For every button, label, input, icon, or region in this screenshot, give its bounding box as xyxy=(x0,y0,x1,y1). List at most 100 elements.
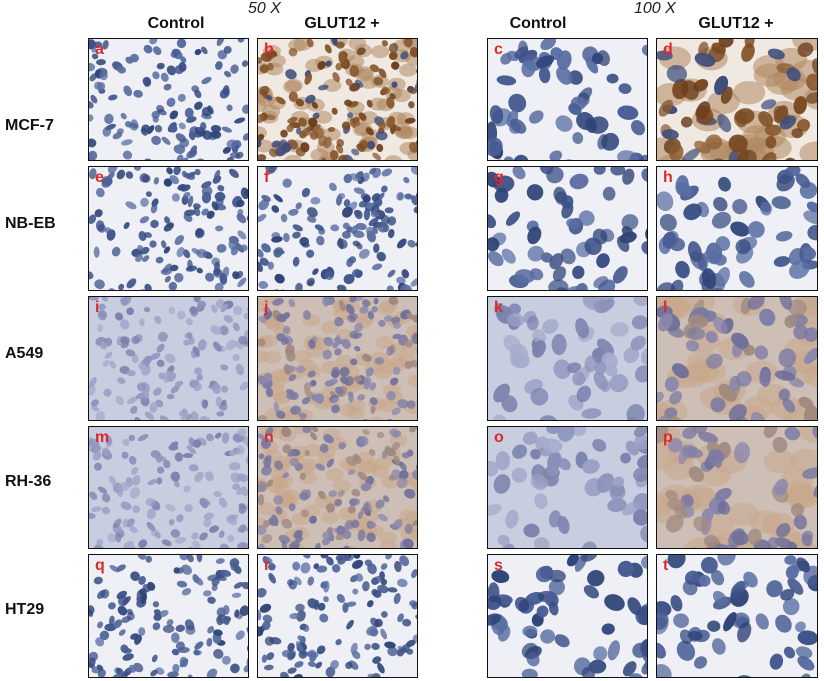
nucleus-mark xyxy=(261,243,271,253)
nucleus-mark xyxy=(713,196,728,212)
nucleus-mark xyxy=(298,412,307,419)
nucleus-mark xyxy=(138,539,148,548)
panel-letter: p xyxy=(663,429,673,446)
nucleus-mark xyxy=(122,518,128,528)
nucleus-mark xyxy=(278,534,290,544)
nucleus-mark xyxy=(285,69,297,80)
nucleus-mark xyxy=(359,306,369,314)
nucleus-mark xyxy=(750,411,765,420)
cytoplasm-mark xyxy=(284,78,303,92)
nucleus-mark xyxy=(121,616,131,623)
nucleus-mark xyxy=(104,227,112,234)
nucleus-mark xyxy=(292,231,301,239)
tissue-image xyxy=(89,39,248,160)
nucleus-mark xyxy=(609,374,629,393)
micrograph-panel-a: a xyxy=(88,38,249,161)
nucleus-mark xyxy=(783,646,796,659)
nucleus-mark xyxy=(532,340,546,358)
nucleus-mark xyxy=(173,167,181,176)
nucleus-mark xyxy=(258,140,262,148)
nucleus-mark xyxy=(102,40,109,50)
nucleus-mark xyxy=(375,499,385,509)
nucleus-mark xyxy=(105,435,112,445)
nucleus-mark xyxy=(323,434,334,444)
nucleus-mark xyxy=(803,210,817,225)
nucleus-mark xyxy=(95,187,105,198)
nucleus-mark xyxy=(488,504,502,516)
nucleus-mark xyxy=(694,140,711,154)
nucleus-mark xyxy=(766,581,783,598)
nucleus-mark xyxy=(343,173,353,184)
nucleus-mark xyxy=(258,609,262,621)
nucleus-mark xyxy=(617,105,639,120)
nucleus-mark xyxy=(103,388,112,397)
nucleus-mark xyxy=(350,642,358,655)
nucleus-mark xyxy=(368,448,376,456)
nucleus-mark xyxy=(561,195,574,209)
nucleus-mark xyxy=(591,52,604,65)
nucleus-mark xyxy=(377,662,385,674)
nucleus-mark xyxy=(89,39,97,50)
nucleus-mark xyxy=(657,313,673,332)
nucleus-mark xyxy=(173,144,186,154)
nucleus-mark xyxy=(332,72,340,83)
nucleus-mark xyxy=(237,277,247,288)
nucleus-mark xyxy=(337,192,346,200)
nucleus-mark xyxy=(403,177,410,184)
nucleus-mark xyxy=(201,46,208,55)
nucleus-mark xyxy=(548,510,562,528)
nucleus-mark xyxy=(194,471,204,483)
nucleus-mark xyxy=(324,270,334,281)
nucleus-mark xyxy=(507,313,525,327)
nucleus-mark xyxy=(736,149,757,160)
nucleus-mark xyxy=(503,156,515,160)
nucleus-mark xyxy=(404,360,413,369)
nucleus-mark xyxy=(801,530,814,542)
cytoplasm-mark xyxy=(320,510,339,524)
nucleus-mark xyxy=(245,456,248,466)
nucleus-mark xyxy=(174,536,187,544)
nucleus-mark xyxy=(89,138,97,148)
nucleus-mark xyxy=(280,213,288,223)
nucleus-mark xyxy=(387,646,398,657)
nucleus-mark xyxy=(665,514,684,533)
nucleus-mark xyxy=(90,399,99,407)
nucleus-mark xyxy=(797,630,817,646)
nucleus-mark xyxy=(329,378,338,385)
nucleus-mark xyxy=(763,427,778,438)
nucleus-mark xyxy=(305,94,316,104)
nucleus-mark xyxy=(312,268,319,275)
nucleus-mark xyxy=(386,96,395,109)
nucleus-mark xyxy=(631,315,647,330)
nucleus-mark xyxy=(232,483,241,491)
nucleus-mark xyxy=(295,641,303,652)
nucleus-mark xyxy=(388,474,396,481)
nucleus-mark xyxy=(358,248,370,259)
nucleus-mark xyxy=(358,200,368,208)
nucleus-mark xyxy=(795,621,806,633)
nucleus-mark xyxy=(397,578,408,588)
micrograph-panel-e: e xyxy=(88,166,249,291)
nucleus-mark xyxy=(91,405,100,412)
nucleus-mark xyxy=(641,240,647,256)
nucleus-mark xyxy=(289,457,299,467)
cytoplasm-mark xyxy=(258,350,269,364)
nucleus-mark xyxy=(657,664,672,677)
nucleus-mark xyxy=(585,56,599,74)
nucleus-mark xyxy=(104,623,117,632)
nucleus-mark xyxy=(263,456,272,468)
nucleus-mark xyxy=(318,490,326,500)
nucleus-mark xyxy=(170,385,180,394)
nucleus-mark xyxy=(705,330,718,344)
nucleus-mark xyxy=(222,266,230,279)
nucleus-mark xyxy=(778,348,797,368)
nucleus-mark xyxy=(336,138,345,147)
nucleus-mark xyxy=(747,221,765,238)
nucleus-mark xyxy=(154,315,162,324)
nucleus-mark xyxy=(209,525,220,533)
nucleus-mark xyxy=(107,533,117,543)
nucleus-mark xyxy=(201,191,212,204)
nucleus-mark xyxy=(488,237,500,252)
nucleus-mark xyxy=(315,463,326,471)
